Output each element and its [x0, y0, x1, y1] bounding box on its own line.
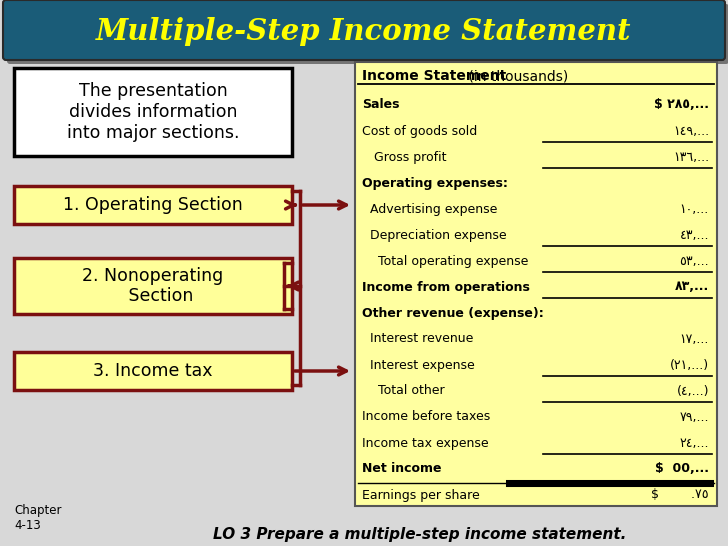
Text: ١٠,...: ١٠,... [680, 203, 709, 216]
Text: $        .٧٥: $ .٧٥ [652, 489, 709, 501]
Text: Total other: Total other [362, 384, 445, 397]
Text: (٢١,...): (٢١,...) [670, 359, 709, 371]
Text: Net income: Net income [362, 462, 441, 476]
FancyBboxPatch shape [7, 4, 728, 64]
Text: ١٧,...: ١٧,... [680, 333, 709, 346]
Text: Income from operations: Income from operations [362, 281, 530, 294]
Text: Total operating expense: Total operating expense [362, 254, 529, 268]
Text: Interest revenue: Interest revenue [362, 333, 473, 346]
Bar [355, 62, 717, 506]
Text: Income Statement: Income Statement [362, 69, 506, 83]
Text: 1. Operating Section: 1. Operating Section [63, 196, 243, 214]
Text: Operating expenses:: Operating expenses: [362, 176, 508, 189]
Text: ٤٣,...: ٤٣,... [679, 228, 709, 241]
Text: Income tax expense: Income tax expense [362, 436, 488, 449]
Text: Earnings per share: Earnings per share [362, 489, 480, 501]
Text: ١٣٦,...: ١٣٦,... [673, 151, 709, 163]
Text: Chapter
4-13: Chapter 4-13 [14, 504, 61, 532]
Bar [14, 258, 292, 314]
Text: Advertising expense: Advertising expense [362, 203, 497, 216]
Text: 2. Nonoperating
   Section: 2. Nonoperating Section [82, 266, 223, 305]
Text: LO 3 Prepare a multiple-step income statement.: LO 3 Prepare a multiple-step income stat… [213, 527, 627, 543]
Text: Sales: Sales [362, 98, 400, 111]
Text: Multiple-Step Income Statement: Multiple-Step Income Statement [96, 17, 632, 46]
Bar [14, 68, 292, 156]
Text: ٥٣,...: ٥٣,... [679, 254, 709, 268]
Text: Income before taxes: Income before taxes [362, 411, 490, 424]
Text: Cost of goods sold: Cost of goods sold [362, 124, 478, 138]
Text: $  00,...: $ 00,... [655, 462, 709, 476]
Text: (in thousands): (in thousands) [464, 69, 569, 83]
Text: Gross profit: Gross profit [362, 151, 446, 163]
FancyBboxPatch shape [3, 0, 725, 60]
Text: ٧٩,...: ٧٩,... [679, 411, 709, 424]
Text: Other revenue (expense):: Other revenue (expense): [362, 306, 544, 319]
Text: The presentation
divides information
into major sections.: The presentation divides information int… [67, 82, 240, 142]
Text: ٢٤,...: ٢٤,... [679, 436, 709, 449]
Text: ٨٣,...: ٨٣,... [675, 281, 709, 294]
Text: $ ٢٨٥,...: $ ٢٨٥,... [654, 98, 709, 111]
Text: (٤,...): (٤,...) [676, 384, 709, 397]
Text: 3. Income tax: 3. Income tax [93, 362, 213, 380]
Text: ١٤٩,...: ١٤٩,... [673, 124, 709, 138]
Text: Depreciation expense: Depreciation expense [362, 228, 507, 241]
Bar [14, 186, 292, 224]
Bar [14, 352, 292, 390]
Text: Interest expense: Interest expense [362, 359, 475, 371]
